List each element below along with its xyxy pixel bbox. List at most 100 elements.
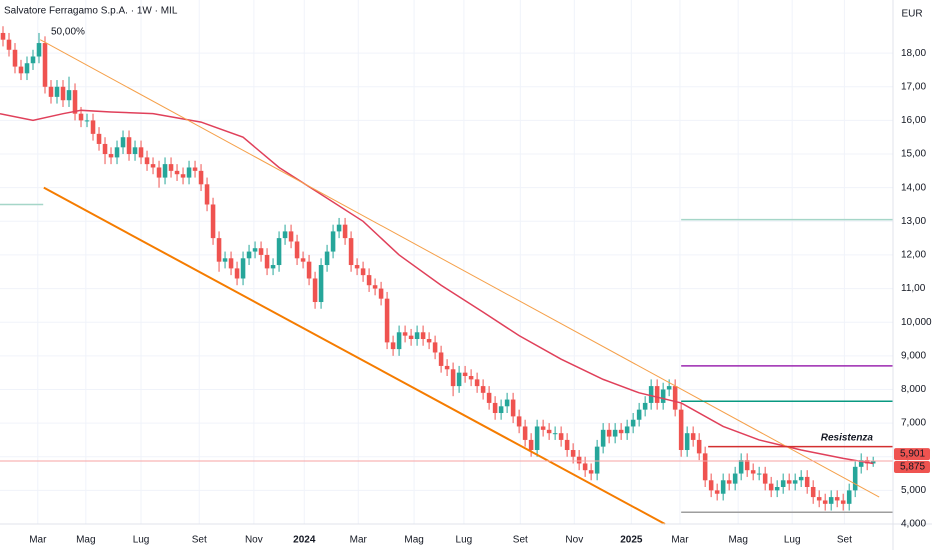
candle-body [450, 369, 456, 387]
candle-body [654, 386, 660, 403]
y-tick-label: 16,00 [901, 115, 926, 126]
axis-unit: EUR [901, 9, 922, 20]
y-tick-label: 13,00 [901, 216, 926, 227]
price-label: 5,875 [900, 462, 925, 473]
candle-body [246, 251, 252, 259]
y-tick-label: 7,000 [901, 418, 926, 429]
candle-body [186, 167, 192, 178]
x-tick-label: Mag [76, 535, 95, 546]
x-tick-label: Set [837, 535, 852, 546]
candle-body [306, 261, 312, 279]
y-tick-label: 15,00 [901, 149, 926, 160]
candle-body [396, 332, 402, 350]
candle-body [330, 231, 336, 252]
candle-body [372, 285, 378, 289]
candle-body [144, 157, 150, 165]
candle-body [474, 379, 480, 387]
price-label: 5,901 [900, 449, 925, 460]
candle-body [720, 480, 726, 494]
candle-body [738, 460, 744, 474]
candle-body [366, 275, 372, 286]
candle-body [600, 429, 606, 447]
candle-body [456, 372, 462, 387]
candle-body [636, 409, 642, 420]
candle-body [732, 473, 738, 484]
candle-body [810, 487, 816, 498]
candle-body [798, 476, 804, 481]
candle-body [624, 426, 630, 434]
candle-body [768, 483, 774, 491]
candle-body [774, 487, 780, 491]
candle-body [486, 392, 492, 403]
level-label: Resistenza [821, 432, 874, 443]
candle-body [288, 231, 294, 242]
candle-body [702, 453, 708, 481]
candle-body [114, 147, 120, 158]
x-tick-label: Mag [404, 535, 423, 546]
candle-body [36, 43, 42, 57]
y-tick-label: 9,000 [901, 350, 926, 361]
x-tick-label: 2024 [293, 535, 316, 546]
candle-body [276, 238, 282, 266]
candle-body [420, 332, 426, 340]
y-tick-label: 11,00 [901, 283, 926, 294]
trendline [39, 39, 880, 498]
candle-body [354, 265, 360, 269]
candle-body [384, 298, 390, 343]
price-label-box [894, 448, 930, 461]
candle-body [534, 426, 540, 451]
candle-body [60, 86, 66, 101]
plot: Resistenza 50,00% [0, 0, 893, 525]
candle-body [660, 389, 666, 403]
x-tick-label: Set [513, 535, 528, 546]
candle-body [180, 174, 186, 178]
candle-body [192, 167, 198, 171]
candle-body [18, 66, 24, 74]
candle-body [756, 473, 762, 475]
candle-body [840, 500, 846, 504]
candle-body [42, 43, 48, 87]
candle-body [168, 164, 174, 171]
candle-body [462, 372, 468, 377]
x-tick-label: Lug [784, 535, 801, 546]
candle-body [408, 335, 414, 340]
candle-body [708, 480, 714, 491]
candle-body [678, 409, 684, 451]
candle-body [156, 167, 162, 178]
candle-body [468, 376, 474, 380]
candle-body [96, 133, 102, 144]
candle-body [438, 352, 444, 366]
candle-body [726, 480, 732, 484]
candle-body [126, 137, 132, 155]
x-tick-label: Nov [565, 535, 583, 546]
x-tick-label: 2025 [620, 535, 643, 546]
candle-body [492, 402, 498, 414]
candle-body [666, 386, 672, 390]
candle-body [744, 460, 750, 471]
candle-body [852, 466, 858, 491]
y-tick-label: 4,000 [901, 519, 926, 530]
y-tick-label: 5,000 [901, 485, 926, 496]
candle-body [498, 406, 504, 414]
candle-body [312, 278, 318, 303]
candle-body [24, 63, 30, 74]
candle-body [576, 456, 582, 464]
candle-body [222, 258, 228, 262]
candle-body [846, 490, 852, 504]
candle-body [426, 339, 432, 343]
candle-body [414, 332, 420, 340]
fib-label: 50,00% [51, 27, 85, 38]
chart-title: Salvatore Ferragamo S.p.A. · 1W · MIL [4, 6, 178, 17]
x-tick-label: Mar [671, 535, 689, 546]
candle-body [528, 439, 534, 451]
x-tick-label: Mag [728, 535, 747, 546]
candle-body [672, 386, 678, 410]
candle-body [594, 446, 600, 474]
candle-body [780, 480, 786, 488]
y-tick-label: 14,00 [901, 182, 926, 193]
candle-body [540, 426, 546, 430]
candle-body [402, 332, 408, 336]
x-tick-label: Lug [133, 535, 150, 546]
